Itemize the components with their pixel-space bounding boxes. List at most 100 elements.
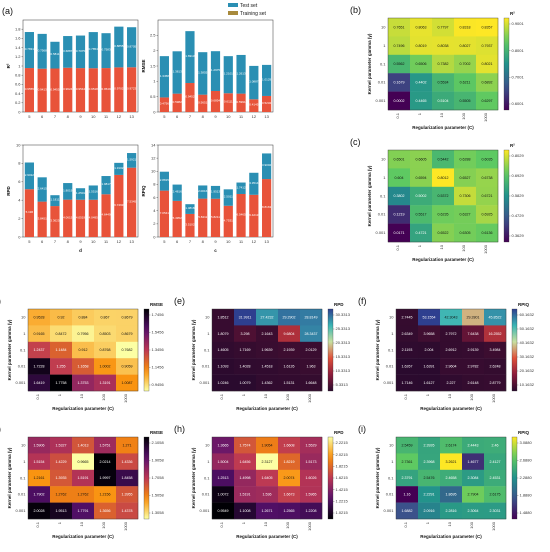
bar-training-value: 0.5651	[198, 100, 208, 104]
cell-value: 1.6267	[402, 365, 413, 369]
cell-value: 0.7382	[438, 62, 449, 66]
cell-value: 1.6419	[34, 381, 45, 385]
bar-training	[101, 194, 111, 237]
heatmap-frame	[27, 436, 139, 520]
bar-training-value: 0.9723	[127, 87, 137, 91]
cell-value: 1.6391	[424, 365, 435, 369]
x-tick-label: 11	[239, 239, 244, 244]
cell-value: 1.5529	[306, 443, 317, 447]
y-tick-label: 1	[383, 175, 386, 180]
bar-training	[159, 97, 169, 112]
heatmap-cell	[476, 18, 499, 37]
cell-value: 0.9549	[218, 509, 229, 513]
heatmap-cell	[418, 453, 441, 470]
cell-value: 1.2208	[306, 509, 317, 513]
cell-value: 0.7797	[438, 25, 449, 29]
cell-value: 0.5104	[438, 99, 449, 103]
heatmap-cell	[50, 437, 73, 454]
cell-value: 1.6126	[284, 365, 295, 369]
heatmap-cell	[28, 341, 51, 359]
bar-training	[88, 199, 98, 237]
x-tick-label: 100	[285, 393, 290, 400]
colorbar-tick-label: 25.3313	[336, 326, 351, 331]
cell-value: 0.7306	[460, 194, 471, 198]
heatmap-cell	[300, 309, 323, 326]
cell-value: 0.92	[58, 315, 65, 319]
cell-value: 1.5191	[240, 493, 251, 497]
x-tick-label: 9	[214, 114, 217, 119]
heatmap-cell	[72, 502, 95, 520]
bar-training	[198, 94, 208, 112]
heatmap-cell	[50, 486, 73, 503]
colorbar-tick-label: 40.1632	[520, 340, 535, 345]
heatmap-cell	[454, 18, 477, 37]
bar-training-value: 0.9702	[114, 87, 124, 91]
colorbar-title: R²	[510, 143, 515, 148]
cell-value: 1.6456	[240, 460, 251, 464]
y-tick-label: 1	[23, 331, 26, 336]
colorbar-tick-label: 1.0215	[336, 510, 349, 515]
heatmap-cell	[418, 437, 441, 454]
colorbar-tick-label: 0.9456	[152, 382, 165, 387]
cell-value: 1.1093	[218, 365, 229, 369]
y-axis-label: Kernel parameter gamma (γ)	[191, 319, 196, 380]
cell-value: 0.6235	[438, 213, 449, 217]
heatmap-cell	[462, 469, 485, 487]
heatmap-cell	[50, 453, 73, 470]
cell-value: 0.4721	[416, 231, 427, 235]
heatmap-cell	[454, 168, 477, 187]
cell-value: 2.004	[425, 348, 434, 352]
y-tick-label: 0.1	[20, 347, 26, 352]
cell-value: 0.5002	[416, 194, 427, 198]
bar-test	[37, 177, 47, 202]
cell-value: 0.8357	[482, 25, 493, 29]
heatmap-cell	[116, 309, 139, 326]
colorbar-tick-label: 0.6929	[512, 173, 525, 178]
cell-value: 2.4658	[446, 476, 457, 480]
bar-training-value: 7.5345	[127, 199, 137, 203]
colorbar-tick-label: 30.3313	[336, 312, 351, 317]
y-tick-label: 10	[151, 169, 156, 174]
cell-value: 1.8219	[284, 460, 295, 464]
x-tick-label: 1	[425, 393, 430, 396]
cell-value: 0.7002	[460, 62, 471, 66]
bar-test	[236, 182, 246, 194]
y-tick-label: 1.4	[15, 45, 21, 50]
colorbar-tick-label: 1.5456	[152, 330, 165, 335]
bar-training-value: 4.0615	[63, 215, 73, 219]
bar-test	[114, 162, 124, 175]
heatmap-cell	[454, 223, 477, 243]
y-tick-label: 10	[389, 443, 394, 448]
cell-value: 1.2762	[56, 493, 67, 497]
y-tick-label: 10	[21, 443, 26, 448]
cell-value: 1.6882	[402, 509, 413, 513]
x-tick-label: 1	[241, 521, 246, 524]
cell-value: 2.2816	[446, 509, 457, 513]
heatmap-cell	[28, 469, 51, 487]
heatmap-cell	[50, 341, 73, 359]
cell-value: 2.9782	[468, 365, 479, 369]
bar-test-value: 1.3855	[198, 70, 208, 74]
heatmap-cell	[256, 341, 279, 359]
cell-value: 0.7937	[482, 44, 493, 48]
y-tick-label: 1	[18, 63, 21, 68]
bar-test	[50, 195, 60, 207]
x-tick-label: 13	[264, 239, 269, 244]
panel-label: (b)	[350, 5, 361, 15]
bar-test-value: 1.2101	[224, 72, 234, 76]
bar-training-value: 3.5102	[185, 222, 195, 226]
heatmap-cell	[212, 502, 235, 520]
bar-training	[24, 189, 34, 237]
heatmap-cell	[300, 437, 323, 454]
cell-value: 1.5327	[56, 443, 67, 447]
x-tick-label: 8	[202, 239, 205, 244]
bar-test	[185, 204, 195, 214]
colorbar-tick-label: 1.2215	[336, 499, 349, 504]
heatmap-cell	[212, 453, 235, 470]
bar-test-value: 1.2613	[236, 71, 246, 75]
colorbar-tick-label: 20.3313	[336, 340, 351, 345]
y-tick-label: 4	[153, 208, 156, 213]
bar-test	[236, 54, 246, 94]
heatmap-cell	[432, 150, 455, 169]
y-tick-label: 10	[205, 443, 210, 448]
